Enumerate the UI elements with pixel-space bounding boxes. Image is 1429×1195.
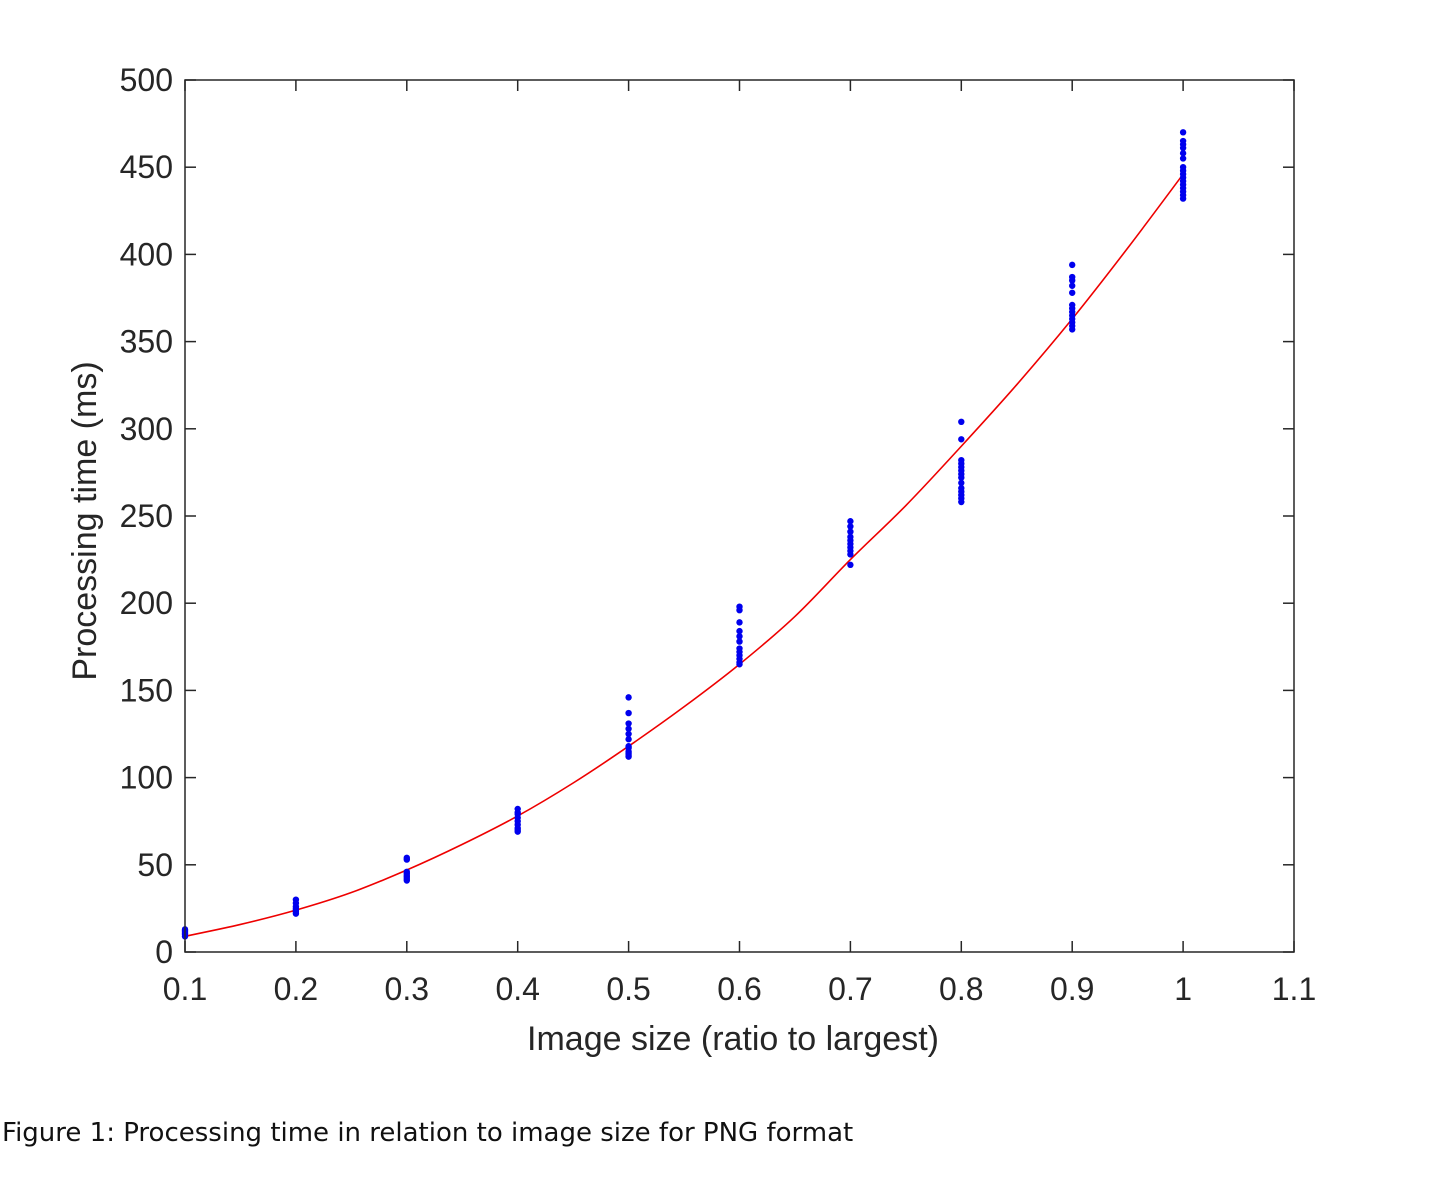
scatter-points-layer (181, 129, 1187, 940)
figure-caption: Figure 1: Processing time in relation to… (2, 1118, 854, 1148)
data-point (1179, 164, 1187, 171)
x-tick-label: 0.1 (163, 971, 207, 1007)
data-point (847, 523, 854, 530)
y-tick-label: 50 (137, 847, 173, 883)
data-point (958, 418, 965, 426)
data-point (847, 561, 854, 569)
data-point (847, 533, 854, 541)
data-point (847, 518, 854, 525)
y-tick-label: 150 (120, 672, 173, 708)
x-tick-labels: 0.1 0.2 0.3 0.4 0.5 0.6 0.7 0.8 0.9 1 1.1 (163, 971, 1316, 1007)
data-point (625, 694, 632, 701)
x-tick-label: 0.5 (606, 971, 650, 1007)
data-point (625, 720, 632, 727)
data-point (736, 627, 743, 635)
data-point (1069, 273, 1076, 281)
y-tick-label: 0 (155, 934, 173, 970)
x-tick-label: 0.9 (1050, 971, 1094, 1007)
x-tick-label: 0.3 (385, 971, 429, 1007)
y-tick-label: 400 (120, 236, 173, 272)
data-point (736, 633, 743, 640)
data-point (736, 619, 743, 626)
data-point (1069, 289, 1076, 296)
data-point (736, 603, 743, 610)
x-tick-label: 0.7 (828, 971, 872, 1007)
data-point (958, 456, 965, 464)
x-tick-label: 1 (1174, 971, 1192, 1007)
data-point (958, 479, 965, 487)
y-tick-label: 350 (120, 324, 173, 360)
data-point (625, 709, 632, 717)
y-tick-label: 200 (120, 585, 173, 621)
data-point (1179, 137, 1187, 145)
data-point (1179, 150, 1187, 157)
data-point (1069, 261, 1076, 269)
data-point (625, 725, 632, 732)
y-axis-label: Processing time (ms) (66, 361, 104, 680)
y-tick-label: 500 (120, 62, 173, 98)
y-tick-label: 300 (120, 411, 173, 447)
y-tick-label: 450 (120, 149, 173, 185)
data-point (847, 528, 854, 535)
data-point (736, 638, 743, 645)
data-point (1069, 282, 1076, 289)
data-point (1179, 129, 1187, 136)
x-axis-label: Image size (ratio to largest) (527, 1020, 939, 1058)
data-point (958, 436, 965, 443)
data-point (1179, 155, 1187, 162)
fit-curve (184, 173, 1184, 938)
data-point (625, 736, 632, 743)
y-tick-label: 100 (120, 760, 173, 796)
data-point (514, 805, 521, 813)
x-tick-label: 0.8 (939, 971, 983, 1007)
x-tick-label: 0.6 (717, 971, 761, 1007)
y-tick-label: 250 (120, 498, 173, 534)
plot-area (185, 80, 1294, 952)
data-point (292, 896, 300, 903)
x-tick-label: 0.4 (495, 971, 539, 1007)
x-tick-label: 0.2 (274, 971, 318, 1007)
data-point (736, 645, 743, 652)
data-point (625, 730, 632, 738)
data-point (625, 743, 632, 750)
fit-curve-layer (184, 173, 1184, 938)
data-point (403, 868, 410, 875)
x-tick-label: 1.1 (1272, 971, 1316, 1007)
data-point (403, 854, 410, 862)
y-tick-labels: 0 50 100 150 200 250 300 350 400 450 500 (120, 62, 173, 970)
data-point (1069, 301, 1076, 309)
plot-frame (184, 79, 1295, 953)
data-point (958, 484, 965, 492)
chart-figure: 0.1 0.2 0.3 0.4 0.5 0.6 0.7 0.8 0.9 1 1.1 0 50 100 15… (66, 62, 1316, 1058)
